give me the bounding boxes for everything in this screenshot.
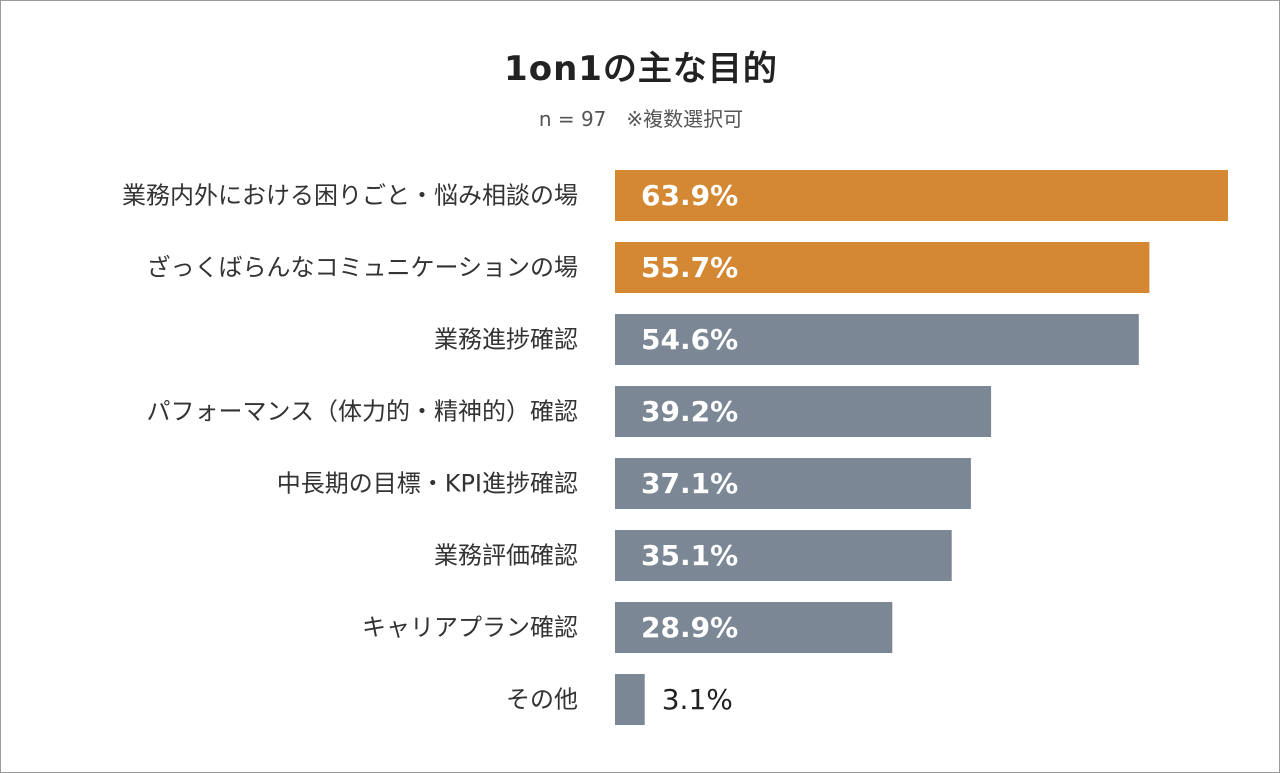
category-label-6: 業務評価確認 (434, 542, 578, 570)
bar-2 (615, 242, 1150, 293)
category-label-2: ざっくばらんなコミュニケーションの場 (146, 254, 578, 282)
bar-7 (615, 602, 893, 653)
value-label-6: 35.1% (641, 539, 738, 572)
category-label-5: 中長期の目標・KPI進捗確認 (277, 470, 578, 498)
category-label-8: その他 (506, 686, 578, 714)
bar-5 (615, 458, 971, 509)
value-label-2: 55.7% (641, 251, 738, 284)
bar-6 (615, 530, 952, 581)
category-label-3: 業務進捗確認 (434, 326, 578, 354)
category-label-4: パフォーマンス（体力的・精神的）確認 (146, 398, 578, 426)
bar-4 (615, 386, 992, 437)
chart-subtitle: n = 97 ※複数選択可 (538, 107, 744, 131)
bar-3 (615, 314, 1139, 365)
value-label-3: 54.6% (641, 323, 738, 356)
category-label-7: キャリアプラン確認 (362, 614, 578, 642)
value-label-7: 28.9% (641, 611, 738, 644)
category-label-1: 業務内外における困りごと・悩み相談の場 (122, 182, 578, 210)
bar-1 (615, 170, 1228, 221)
value-label-8: 3.1% (662, 683, 733, 716)
bar-8 (615, 674, 645, 725)
value-label-4: 39.2% (641, 395, 738, 428)
chart-title: 1on1の主な目的 (504, 49, 778, 89)
value-label-1: 63.9% (641, 179, 738, 212)
value-label-5: 37.1% (641, 467, 738, 500)
